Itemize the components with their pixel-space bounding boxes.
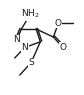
Text: NH$_2$: NH$_2$ xyxy=(21,8,40,20)
Text: N: N xyxy=(21,43,28,52)
Text: O: O xyxy=(55,19,62,28)
Text: O: O xyxy=(59,43,67,52)
Text: S: S xyxy=(28,58,34,67)
Text: N: N xyxy=(13,35,20,44)
